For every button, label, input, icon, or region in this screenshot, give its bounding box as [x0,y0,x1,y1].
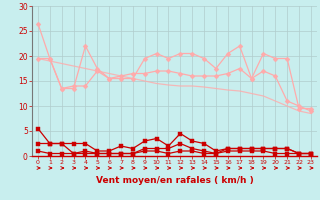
X-axis label: Vent moyen/en rafales ( km/h ): Vent moyen/en rafales ( km/h ) [96,176,253,185]
